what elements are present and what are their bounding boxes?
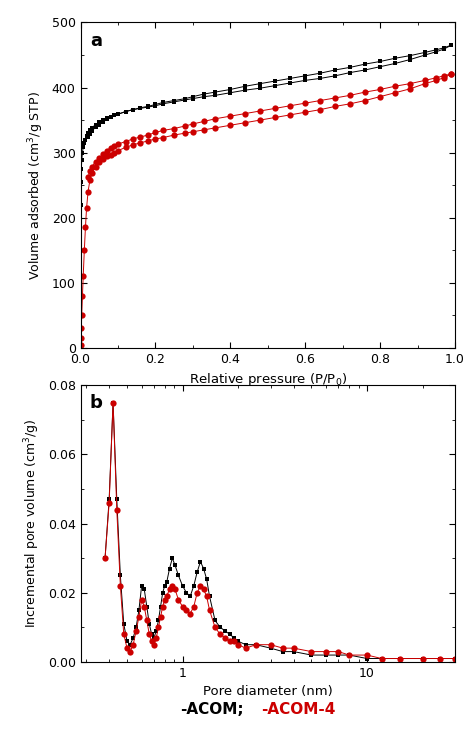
Text: a: a [90, 32, 102, 50]
Y-axis label: Incremental pore volume (cm$^3$/g): Incremental pore volume (cm$^3$/g) [23, 419, 42, 628]
X-axis label: Relative pressure (P/P$_0$): Relative pressure (P/P$_0$) [189, 371, 347, 388]
Text: -ACOM-4: -ACOM-4 [261, 702, 335, 717]
Y-axis label: Volume adsorbed (cm$^3$/g STP): Volume adsorbed (cm$^3$/g STP) [27, 91, 46, 280]
X-axis label: Pore diameter (nm): Pore diameter (nm) [203, 685, 333, 699]
Text: b: b [90, 393, 103, 411]
Text: -ACOM;: -ACOM; [180, 702, 244, 717]
